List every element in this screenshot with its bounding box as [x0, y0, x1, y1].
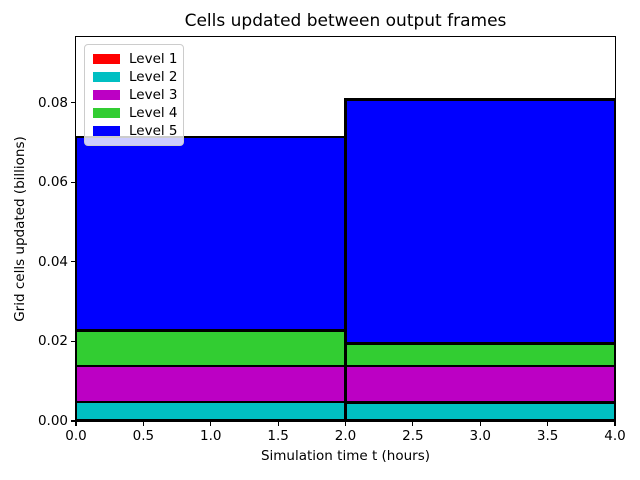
- legend-swatch-icon: [93, 107, 120, 119]
- legend: Level 1 Level 2 Level 3 Level 4 Level 5: [84, 44, 184, 146]
- legend-swatch-icon: [93, 71, 120, 83]
- x-tick-label: 2.0: [334, 428, 357, 444]
- bar-vertical-edge: [344, 98, 347, 421]
- bar-segment-level-4: [76, 330, 346, 367]
- x-tick-mark: [344, 422, 347, 426]
- segment-boundary-edge: [345, 342, 615, 345]
- y-tick-mark: [71, 420, 75, 422]
- legend-entry-level-3: Level 3: [93, 86, 178, 104]
- x-tick-mark: [479, 422, 481, 426]
- segment-boundary-edge: [76, 364, 346, 368]
- legend-swatch-icon: [93, 125, 120, 137]
- bar-vertical-edge: [613, 98, 617, 421]
- x-tick-label: 2.5: [402, 428, 424, 444]
- legend-label: Level 3: [129, 87, 178, 103]
- x-tick-label: 0.0: [65, 428, 87, 444]
- x-tick-label: 3.0: [469, 428, 491, 444]
- y-tick-mark: [71, 261, 75, 263]
- legend-entry-level-5: Level 5: [93, 122, 178, 140]
- legend-swatch-icon: [93, 53, 120, 65]
- bar-segment-level-2: [76, 401, 346, 421]
- x-tick-mark: [75, 422, 77, 426]
- segment-boundary-edge: [345, 401, 615, 404]
- x-tick-label: 3.5: [536, 428, 559, 444]
- segment-boundary-edge: [76, 329, 346, 332]
- legend-label: Level 5: [129, 123, 178, 139]
- bar-segment-level-4: [345, 343, 615, 367]
- bar-segment-level-5: [76, 136, 346, 331]
- x-axis-label: Simulation time t (hours): [260, 448, 431, 464]
- x-tick-mark: [142, 422, 144, 426]
- legend-label: Level 2: [129, 69, 178, 85]
- legend-entry-level-4: Level 4: [93, 104, 178, 122]
- y-tick-label: 0.08: [37, 94, 68, 111]
- x-tick-label: 4.0: [604, 428, 626, 444]
- y-tick-label: 0.02: [37, 333, 68, 350]
- x-tick-mark: [614, 422, 616, 426]
- segment-boundary-edge: [76, 400, 346, 404]
- y-axis-label: Grid cells updated (billions): [12, 136, 28, 322]
- legend-entry-level-2: Level 2: [93, 68, 178, 86]
- plot-area: Level 1 Level 2 Level 3 Level 4 Level 5 0.0 0…: [38, 36, 626, 444]
- legend-label: Level 1: [129, 51, 178, 67]
- legend-label: Level 4: [129, 105, 178, 121]
- bar-segment-level-3: [76, 366, 346, 402]
- y-tick-label: 0.00: [37, 413, 68, 429]
- bar-vertical-edge: [74, 135, 78, 421]
- y-tick-mark: [71, 181, 75, 183]
- x-tick-label: 0.5: [132, 428, 155, 444]
- x-tick-label: 1.0: [200, 428, 222, 444]
- x-tick-mark: [277, 422, 279, 426]
- x-tick-mark: [210, 422, 212, 426]
- segment-boundary-edge: [345, 98, 615, 101]
- chart-title: Cells updated between output frames: [184, 11, 507, 31]
- legend-entry-level-1: Level 1: [93, 50, 178, 68]
- baseline-edge: [76, 418, 615, 421]
- x-tick-mark: [547, 422, 549, 426]
- x-tick-label: 1.5: [267, 428, 289, 444]
- bar-segment-level-2: [345, 402, 615, 421]
- y-tick-label: 0.04: [37, 253, 68, 270]
- bars-layer: [74, 37, 617, 421]
- y-tick-label: 0.06: [37, 174, 68, 191]
- segment-boundary-edge: [345, 364, 615, 368]
- y-tick-mark: [71, 102, 75, 104]
- y-tick-mark: [71, 340, 75, 342]
- x-tick-mark: [412, 422, 414, 426]
- segment-boundary-edge: [76, 135, 346, 139]
- legend-swatch-icon: [93, 89, 120, 101]
- bar-segment-level-3: [345, 366, 615, 403]
- bar-segment-level-5: [345, 99, 615, 344]
